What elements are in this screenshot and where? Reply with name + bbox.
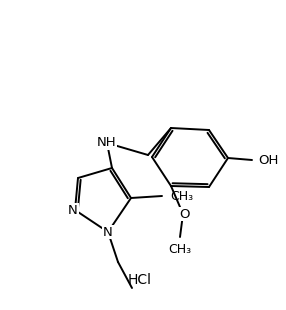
Text: CH₃: CH₃ [168,243,192,256]
Text: N: N [68,203,78,216]
Text: CH₃: CH₃ [170,189,193,202]
Text: NH: NH [97,136,117,149]
Text: HCl: HCl [128,273,152,287]
Text: OH: OH [258,153,278,166]
Text: N: N [103,225,113,238]
Text: O: O [180,207,190,220]
